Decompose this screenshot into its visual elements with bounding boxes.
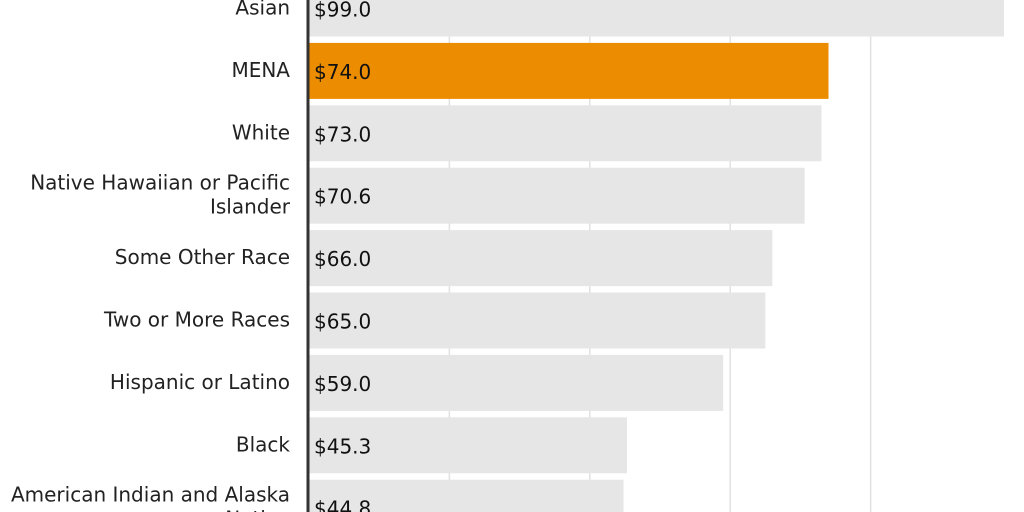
bar-1 [309,42,829,99]
value-label-7: $45.3 [314,434,371,458]
bar-2 [309,105,822,162]
category-label-4: Some Other Race [115,245,290,269]
bars [309,0,1004,512]
value-labels: $99.0 $74.0 $73.0 $70.6 $66.0 $65.0 $59.0 $45.3… [314,0,371,512]
value-label-2: $73.0 [314,122,371,146]
bar-6 [309,354,724,411]
value-label-6: $59.0 [314,372,371,396]
category-label-3: Native Hawaiian or Pacific Islander [30,171,291,219]
category-label-6: Hispanic or Latino [110,370,290,394]
category-label-5: Two or More Races [103,308,290,332]
value-label-5: $65.0 [314,310,371,334]
bar-0 [309,0,1004,37]
category-label-0: Asian [235,0,290,20]
value-label-3: $70.6 [314,185,371,209]
category-label-7: Black [236,432,291,456]
value-label-4: $66.0 [314,247,371,271]
bar-8 [309,479,624,512]
bar-3 [309,167,805,224]
value-label-0: $99.0 [314,0,371,22]
bar-7 [309,417,628,474]
value-label-1: $74.0 [314,60,371,84]
category-label-1: MENA [231,58,290,82]
bar-5 [309,292,766,349]
category-label-2: White [232,120,290,144]
category-labels: Asian MENA White Native Hawaiian or Pacific… [11,0,291,512]
value-label-8: $44.8 [314,497,371,512]
category-label-8: American Indian and AlaskaNative [11,483,290,512]
bar-4 [309,230,773,287]
